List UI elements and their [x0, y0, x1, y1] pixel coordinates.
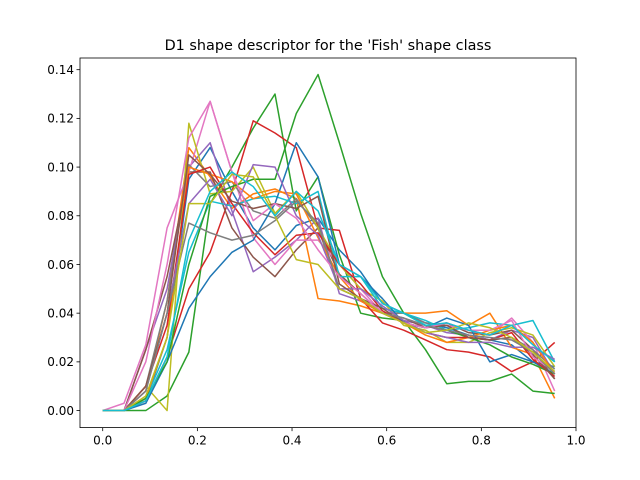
y-tick-label: 0.04 [47, 306, 74, 320]
series-line-17 [102, 100, 556, 412]
series-line-16 [102, 154, 556, 412]
y-tick-label: 0.02 [47, 355, 74, 369]
x-tick-label: 0.2 [188, 434, 207, 448]
x-axis: 0.0 0.2 0.4 0.6 0.8 1.0 [93, 427, 586, 448]
x-tick-label: 1.0 [566, 434, 585, 448]
y-tick-label: 0.10 [47, 160, 74, 174]
series-line-15 [102, 163, 556, 412]
series-line-20 [102, 171, 556, 412]
series-line-19 [102, 173, 556, 412]
plot-frame [79, 57, 577, 429]
y-tick-label: 0.08 [47, 209, 74, 223]
x-tick-label: 0.4 [282, 434, 301, 448]
chart-title: D1 shape descriptor for the 'Fish' shape… [165, 38, 492, 54]
y-tick-label: 0.12 [47, 112, 74, 126]
x-tick-label: 0.0 [93, 434, 112, 448]
x-tick-label: 0.6 [377, 434, 396, 448]
y-tick-label: 0.00 [47, 404, 74, 418]
y-tick-label: 0.06 [47, 258, 74, 272]
series-layer [102, 73, 556, 412]
y-tick-label: 0.14 [47, 63, 74, 77]
series-line-11 [102, 141, 556, 412]
series-line-3 [102, 93, 555, 412]
series-line-4 [102, 120, 556, 412]
x-tick-label: 0.8 [472, 434, 491, 448]
y-axis: 0.00 0.02 0.04 0.06 0.08 0.10 0.12 0.14 [47, 63, 80, 418]
series-line-13 [102, 73, 556, 412]
